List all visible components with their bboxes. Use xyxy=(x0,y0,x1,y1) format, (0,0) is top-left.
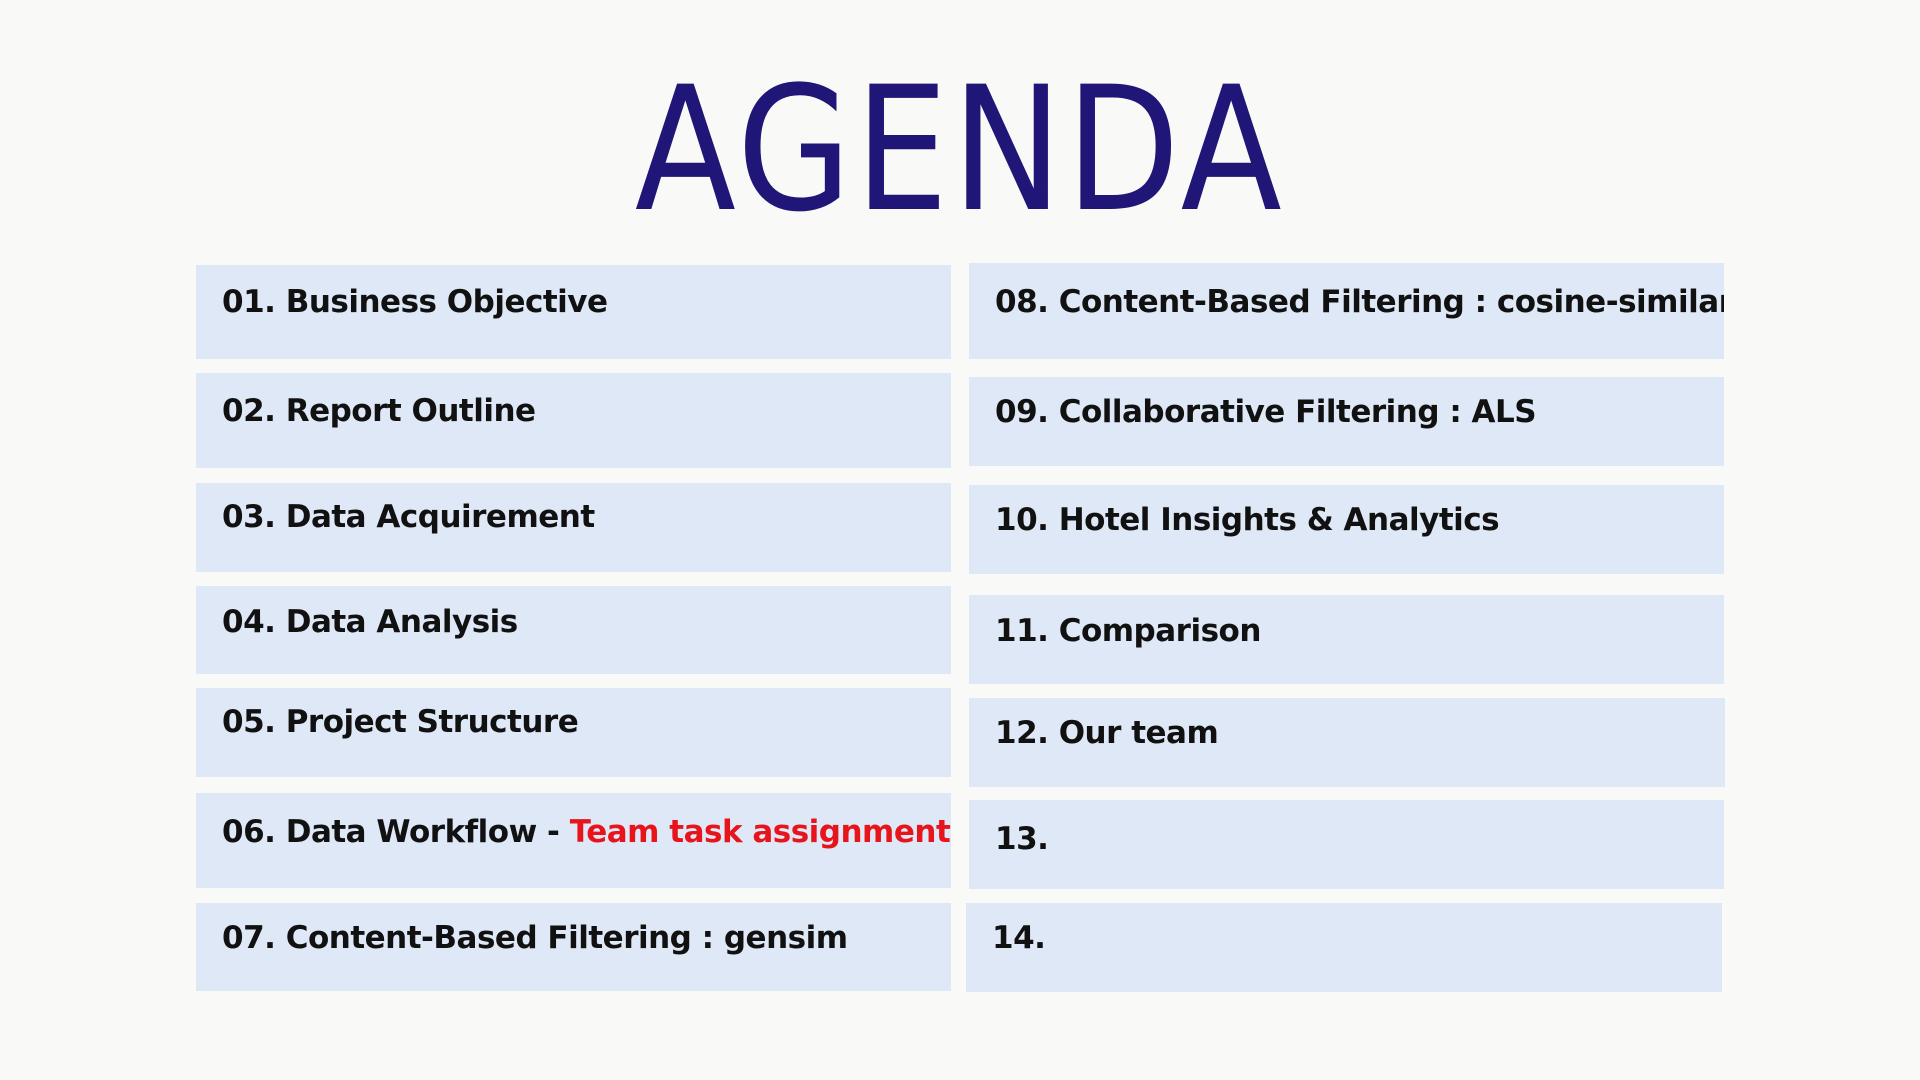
agenda-item-08: 08. Content-Based Filtering : cosine-sim… xyxy=(969,263,1724,359)
agenda-item-label: 04. Data Analysis xyxy=(222,604,518,640)
agenda-item-label: 01. Business Objective xyxy=(222,284,608,320)
agenda-item-11: 11. Comparison xyxy=(969,595,1724,684)
agenda-item-06: 06. Data Workflow - Team task assignment xyxy=(196,793,951,888)
agenda-item-label: 06. Data Workflow - Team task assignment xyxy=(222,814,951,850)
agenda-item-highlight: Team task assignment xyxy=(569,814,951,850)
agenda-item-04: 04. Data Analysis xyxy=(196,586,951,674)
agenda-item-03: 03. Data Acquirement xyxy=(196,483,951,572)
agenda-item-label: 14. xyxy=(992,920,1046,956)
agenda-item-label: 09. Collaborative Filtering : ALS xyxy=(995,394,1537,430)
agenda-item-label: 13. xyxy=(995,821,1049,857)
agenda-item-label: 12. Our team xyxy=(995,715,1219,751)
agenda-item-09: 09. Collaborative Filtering : ALS xyxy=(969,377,1724,466)
agenda-item-label: 08. Content-Based Filtering : cosine-sim… xyxy=(995,284,1724,320)
agenda-item-13: 13. xyxy=(969,800,1724,889)
agenda-item-14: 14. xyxy=(966,903,1722,992)
agenda-item-text: 06. Data Workflow - xyxy=(222,814,570,850)
agenda-item-02: 02. Report Outline xyxy=(196,373,951,468)
agenda-item-10: 10. Hotel Insights & Analytics xyxy=(969,485,1724,574)
agenda-item-label: 05. Project Structure xyxy=(222,704,579,740)
agenda-item-label: 03. Data Acquirement xyxy=(222,499,595,535)
agenda-item-05: 05. Project Structure xyxy=(196,688,951,777)
agenda-item-label: 07. Content-Based Filtering : gensim xyxy=(222,920,848,956)
agenda-item-12: 12. Our team xyxy=(969,698,1725,787)
page-title: AGENDA xyxy=(634,49,1286,250)
agenda-item-label: 11. Comparison xyxy=(995,613,1261,649)
agenda-item-07: 07. Content-Based Filtering : gensim xyxy=(196,903,951,991)
agenda-item-label: 10. Hotel Insights & Analytics xyxy=(995,502,1500,538)
agenda-item-01: 01. Business Objective xyxy=(196,265,951,359)
agenda-item-label: 02. Report Outline xyxy=(222,393,536,429)
